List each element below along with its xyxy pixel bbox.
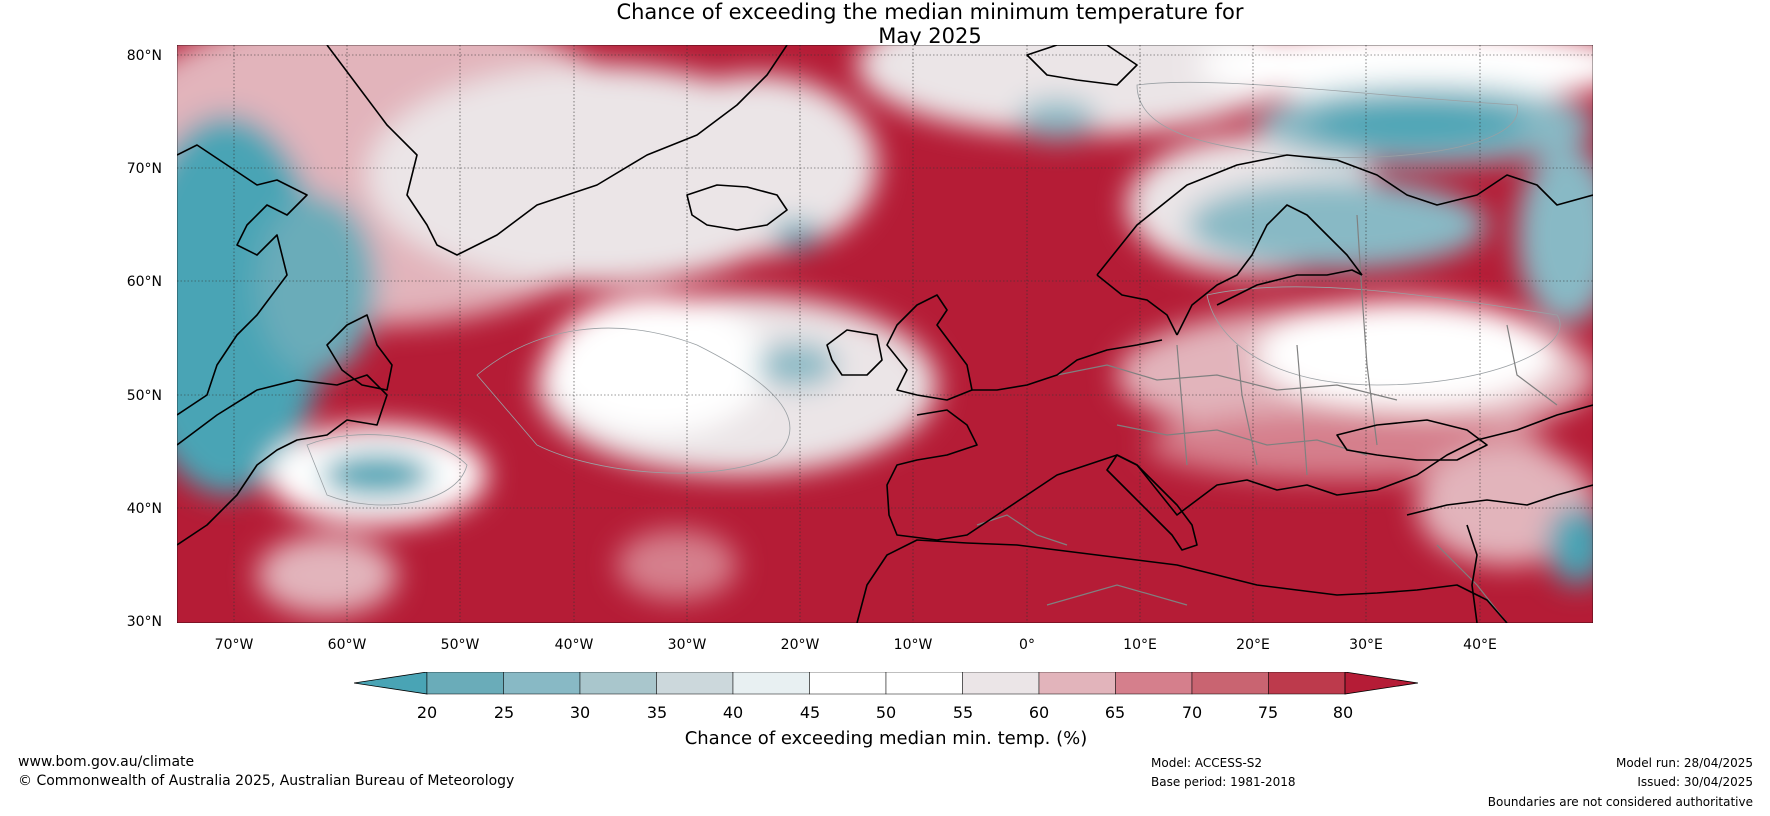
colorbar-segment [885, 672, 963, 695]
footer-model: Model: ACCESS-S2 [1151, 756, 1263, 770]
lon-label-40e: 40°E [1463, 637, 1497, 653]
lat-label-80n: 80°N [126, 48, 162, 64]
lat-label-50n: 50°N [126, 388, 162, 404]
colorbar-segment [1191, 672, 1269, 695]
colorbar-segment [1268, 672, 1346, 695]
colorbar-segment [809, 672, 887, 695]
lon-label-60w: 60°W [327, 637, 367, 653]
colorbar-tick: 20 [416, 703, 438, 722]
map-title-line2: May 2025 [878, 24, 982, 48]
lon-label-70w: 70°W [214, 637, 254, 653]
probability-contours [306, 81, 1561, 506]
colorbar-tick: 35 [646, 703, 668, 722]
lon-label-50w: 50°W [440, 637, 480, 653]
lon-label-0: 0° [1019, 637, 1035, 653]
lon-label-40w: 40°W [554, 637, 594, 653]
lat-label-40n: 40°N [126, 501, 162, 517]
colorbar-tick: 80 [1332, 703, 1354, 722]
footer-model-run: Model run: 28/04/2025 [1615, 756, 1753, 770]
forecast-map [177, 45, 1593, 623]
colorbar-extend-low [354, 672, 428, 695]
lat-label-60n: 60°N [126, 274, 162, 290]
colorbar-segments [354, 672, 1418, 695]
colorbar-extend-high [1344, 672, 1418, 695]
lon-label-10e: 10°E [1123, 637, 1157, 653]
colorbar-segment [579, 672, 657, 695]
colorbar-segment [1038, 672, 1116, 695]
lat-label-30n: 30°N [126, 614, 162, 630]
colorbar-tick: 40 [722, 703, 744, 722]
colorbar-tick: 65 [1104, 703, 1126, 722]
lat-label-70n: 70°N [126, 161, 162, 177]
lon-label-20e: 20°E [1236, 637, 1270, 653]
map-title: Chance of exceeding the median minimum t… [0, 0, 1770, 48]
colorbar-tick: 50 [875, 703, 897, 722]
lon-label-20w: 20°W [780, 637, 820, 653]
lon-label-30e: 30°E [1349, 637, 1383, 653]
colorbar [354, 672, 1418, 695]
colorbar-tick: 45 [799, 703, 821, 722]
colorbar-segment [503, 672, 581, 695]
footer-copyright: © Commonwealth of Australia 2025, Austra… [18, 773, 515, 789]
colorbar-segment [656, 672, 734, 695]
probability-field [177, 45, 1593, 615]
colorbar-segment [962, 672, 1040, 695]
footer-disclaimer: Boundaries are not considered authoritat… [1487, 795, 1753, 809]
footer-base-period: Base period: 1981-2018 [1151, 775, 1296, 789]
map-title-line1: Chance of exceeding the median minimum t… [616, 0, 1244, 24]
colorbar-tick: 55 [952, 703, 974, 722]
colorbar-segment [426, 672, 504, 695]
colorbar-tick: 70 [1181, 703, 1203, 722]
colorbar-segment [732, 672, 810, 695]
colorbar-tick: 75 [1257, 703, 1279, 722]
coastlines [177, 45, 1593, 623]
graticule [177, 45, 1593, 623]
footer-issued: Issued: 30/04/2025 [1637, 775, 1753, 789]
colorbar-tick: 25 [493, 703, 515, 722]
colorbar-segment [1115, 672, 1193, 695]
colorbar-tick: 60 [1028, 703, 1050, 722]
colorbar-tick: 30 [569, 703, 591, 722]
lon-label-30w: 30°W [667, 637, 707, 653]
footer-website: www.bom.gov.au/climate [18, 754, 195, 770]
lon-label-10w: 10°W [893, 637, 933, 653]
colorbar-label: Chance of exceeding median min. temp. (%… [684, 728, 1088, 749]
